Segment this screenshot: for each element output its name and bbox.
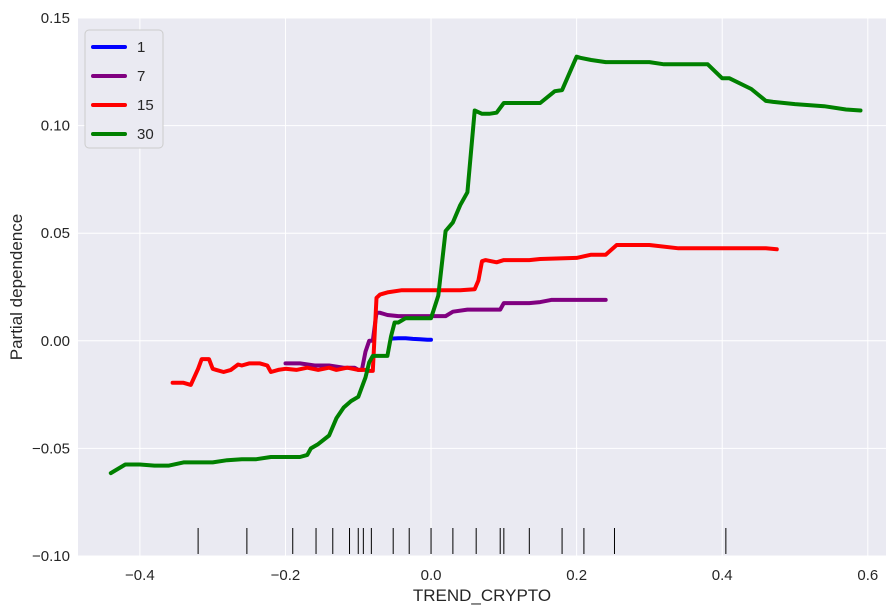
plot-area xyxy=(78,18,886,556)
y-tick-label: −0.10 xyxy=(32,548,70,565)
x-tick-label: 0.0 xyxy=(421,567,442,584)
y-tick-label: 0.05 xyxy=(41,225,70,242)
y-tick-labels: −0.10 −0.05 0.00 0.05 0.10 0.15 xyxy=(32,10,70,565)
x-tick-label: −0.4 xyxy=(125,567,155,584)
series-lines xyxy=(108,54,863,476)
x-tick-labels: −0.4 −0.2 0.0 0.2 0.4 0.6 xyxy=(125,567,878,584)
y-tick-label: 0.15 xyxy=(41,10,70,27)
x-tick-label: 0.2 xyxy=(566,567,587,584)
legend-box xyxy=(84,29,164,149)
legend-label-15: 15 xyxy=(137,97,154,114)
series-line-30 xyxy=(108,54,863,476)
y-tick-label: −0.05 xyxy=(32,440,70,457)
x-tick-label: −0.2 xyxy=(271,567,301,584)
legend: 1 7 15 30 xyxy=(84,29,164,149)
y-tick-label: 0.00 xyxy=(41,333,70,350)
series-line-15 xyxy=(170,243,779,387)
x-tick-label: 0.4 xyxy=(712,567,733,584)
x-tick-label: 0.6 xyxy=(857,567,878,584)
grid-lines xyxy=(78,17,886,557)
x-axis-label: TREND_CRYPTO xyxy=(413,586,551,605)
rug-marks xyxy=(197,528,727,554)
series-line-1 xyxy=(389,336,433,342)
legend-label-7: 7 xyxy=(137,68,145,85)
y-tick-label: 0.10 xyxy=(41,118,70,135)
y-axis-label: Partial dependence xyxy=(7,214,26,361)
legend-label-1: 1 xyxy=(137,39,145,56)
legend-label-30: 30 xyxy=(137,126,154,143)
